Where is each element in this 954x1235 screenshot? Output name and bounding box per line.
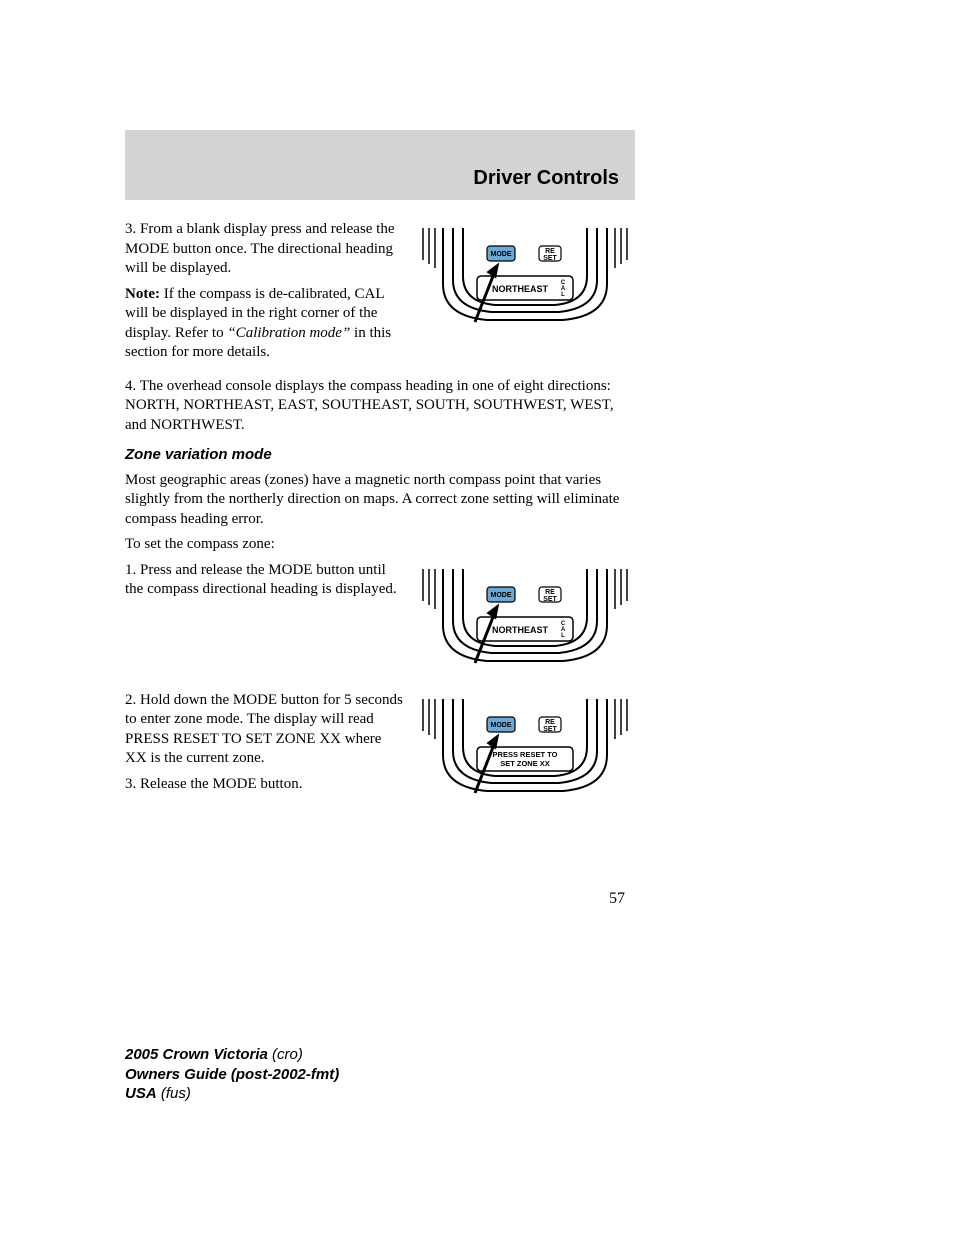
footer-region: USA (125, 1085, 157, 1102)
svg-text:SET: SET (543, 726, 557, 733)
svg-text:SET: SET (543, 596, 557, 603)
zone-variation-heading: Zone variation mode (125, 445, 635, 465)
svg-text:PRESS RESET TO: PRESS RESET TO (493, 750, 558, 759)
svg-text:RE: RE (545, 248, 555, 255)
svg-text:SET ZONE XX: SET ZONE XX (500, 759, 550, 768)
section-title: Driver Controls (473, 167, 619, 190)
step-3-text: 3. From a blank display press and releas… (125, 220, 403, 279)
note-paragraph: Note: If the compass is de-calibrated, C… (125, 285, 403, 363)
zone-step-1: 1. Press and release the MODE button unt… (125, 561, 403, 600)
zone-setintro: To set the compass zone: (125, 535, 635, 555)
svg-text:RE: RE (545, 719, 555, 726)
page-number: 57 (609, 890, 625, 908)
console-diagram-3: MODE RESET PRESS RESET TOSET ZONE XX (415, 691, 635, 801)
footer-line-3: USA (fus) (125, 1084, 339, 1104)
svg-text:L: L (561, 633, 565, 639)
zone-step-3: 3. Release the MODE button. (125, 775, 403, 795)
svg-text:NORTHEAST: NORTHEAST (492, 625, 549, 635)
svg-text:SET: SET (543, 255, 557, 262)
svg-text:RE: RE (545, 589, 555, 596)
svg-text:MODE: MODE (491, 592, 512, 599)
footer-line-1: 2005 Crown Victoria (cro) (125, 1045, 339, 1065)
step-4-text: 4. The overhead console displays the com… (125, 377, 635, 436)
zone-step-2: 2. Hold down the MODE button for 5 secon… (125, 691, 403, 769)
svg-text:L: L (561, 292, 565, 298)
zone-intro: Most geographic areas (zones) have a mag… (125, 471, 635, 530)
footer: 2005 Crown Victoria (cro) Owners Guide (… (125, 1045, 339, 1104)
section-header: Driver Controls (125, 130, 635, 200)
footer-code-1: (cro) (272, 1046, 303, 1063)
note-label: Note: (125, 286, 160, 302)
footer-model: 2005 Crown Victoria (125, 1046, 268, 1063)
console-diagram-2: MODERESETNORTHEASTCAL (415, 561, 635, 671)
page-content: Driver Controls 3. From a blank display … (125, 130, 635, 809)
footer-code-2: (fus) (161, 1085, 191, 1102)
console-diagram-1: MODERESETNORTHEASTCAL (415, 220, 635, 330)
note-ref: “Calibration mode” (227, 325, 350, 341)
svg-text:MODE: MODE (491, 251, 512, 258)
footer-line-2: Owners Guide (post-2002-fmt) (125, 1065, 339, 1085)
svg-text:NORTHEAST: NORTHEAST (492, 284, 549, 294)
body-content: 3. From a blank display press and releas… (125, 220, 635, 801)
svg-text:MODE: MODE (491, 722, 512, 729)
